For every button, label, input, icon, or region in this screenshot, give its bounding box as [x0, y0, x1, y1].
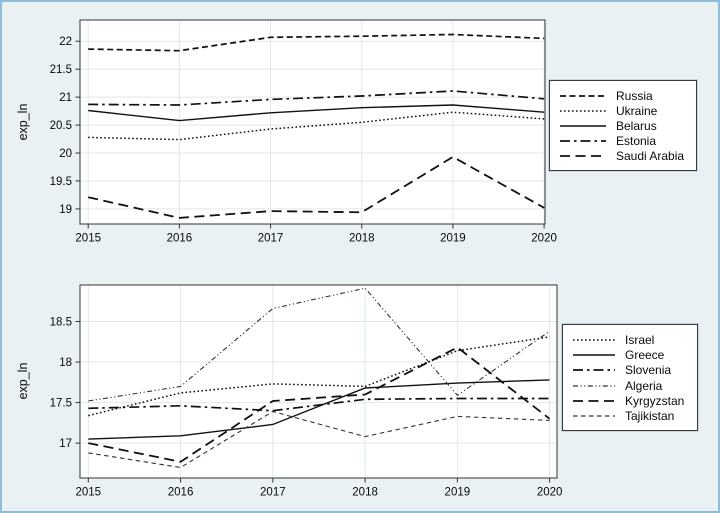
- legend-line-sample: [573, 369, 615, 372]
- x-tick-label: 2015: [75, 233, 101, 245]
- legend-line-sample: [560, 110, 606, 112]
- y-tick-label: 22: [59, 36, 72, 48]
- series-line-tajikistan: [88, 410, 550, 469]
- y-tick-label: 19.5: [50, 176, 72, 188]
- x-tick-label: 2019: [440, 233, 466, 245]
- legend-line-sample: [560, 155, 606, 158]
- y-tick-label: 20.5: [50, 120, 72, 132]
- legend-label: Algeria: [625, 378, 663, 393]
- legend-item-kyrgyzstan: Kyrgyzstan: [572, 393, 688, 408]
- y-tick-label: 17: [59, 438, 72, 450]
- legend-line-sample: [573, 415, 615, 417]
- x-tick-label: 2018: [349, 233, 375, 245]
- series-line-saudi-arabia: [88, 155, 545, 219]
- x-tick-label: 2017: [260, 487, 286, 499]
- legend-bottom: Israel Greece Slovenia Algeria Kyrgyzstan Taj…: [562, 324, 698, 431]
- series-line-belarus: [88, 104, 545, 122]
- legend-item-slovenia: Slovenia: [572, 363, 688, 378]
- x-tick-label: 2016: [167, 233, 193, 245]
- y-tick-label: 19: [59, 204, 72, 216]
- legend-label: Estonia: [616, 134, 657, 149]
- legend-label: Kyrgyzstan: [625, 393, 685, 408]
- legend-item-estonia: Estonia: [559, 134, 687, 149]
- legend-label: Greece: [625, 347, 665, 362]
- legend-label: Russia: [616, 88, 653, 103]
- y-tick-label: 21: [59, 92, 72, 104]
- legend-line-sample: [560, 140, 606, 143]
- axis-ticks: [75, 320, 551, 483]
- bottom-chart: 17 17.5 18 18.5 2015 2016 2017 2018 2019 2020: [50, 284, 563, 499]
- legend-label: Tajikistan: [625, 409, 675, 424]
- x-tick-label: 2016: [168, 487, 194, 499]
- series-line-kyrgyzstan: [88, 346, 551, 463]
- y-tick-label: 18.5: [50, 316, 72, 328]
- tick-labels: 17 17.5 18 18.5 2015 2016 2017 2018 2019 2020: [50, 316, 563, 498]
- y-tick-label: 21.5: [50, 64, 72, 76]
- x-tick-label: 2018: [352, 487, 378, 499]
- legend-label: Ukraine: [616, 103, 658, 118]
- series-lines: [88, 287, 551, 469]
- legend-label: Israel: [625, 332, 655, 347]
- legend-label: Slovenia: [625, 363, 672, 378]
- top-chart: 19 19.5 20 20.5 21 21.5 22 2015 2016 2017 2018 2019…: [50, 19, 557, 245]
- legend-item-israel: Israel: [572, 332, 688, 347]
- legend-line-sample: [573, 354, 615, 356]
- plot-border: [79, 284, 558, 479]
- legend-line-sample: [573, 400, 615, 402]
- y-tick-label: 20: [59, 148, 72, 160]
- legend-item-belarus: Belarus: [559, 118, 687, 133]
- legend-top: Russia Ukraine Belarus Estonia Saudi Arabia: [549, 80, 697, 171]
- plot-area: [80, 20, 545, 224]
- legend-line-sample: [560, 94, 606, 97]
- y-axis-label-bottom: exp_ln: [16, 363, 30, 400]
- series-line-algeria: [88, 287, 550, 402]
- legend-item-greece: Greece: [572, 347, 688, 362]
- series-line-estonia: [88, 90, 545, 106]
- x-tick-label: 2020: [537, 487, 563, 499]
- x-tick-label: 2020: [531, 233, 557, 245]
- tick-labels: 19 19.5 20 20.5 21 21.5 22 2015 2016 2017 2018 2019…: [50, 36, 557, 244]
- legend-label: Belarus: [616, 119, 657, 133]
- legend-item-saudi-arabia: Saudi Arabia: [559, 149, 687, 164]
- y-tick-label: 17.5: [50, 398, 72, 410]
- y-tick-label: 18: [59, 357, 72, 369]
- series-line-ukraine: [88, 111, 545, 141]
- series-line-slovenia: [88, 397, 550, 412]
- series-lines: [88, 33, 545, 219]
- x-tick-label: 2015: [76, 487, 102, 499]
- x-tick-label: 2017: [258, 233, 284, 245]
- legend-item-tajikistan: Tajikistan: [572, 409, 688, 424]
- x-tick-label: 2019: [445, 487, 471, 499]
- legend-line-sample: [573, 384, 615, 387]
- axis-ticks: [75, 40, 545, 229]
- series-line-russia: [88, 33, 545, 52]
- legend-item-russia: Russia: [559, 88, 687, 103]
- y-axis-label-top: exp_ln: [16, 104, 30, 141]
- gridlines: [80, 20, 545, 224]
- legend-line-sample: [573, 338, 615, 341]
- legend-item-ukraine: Ukraine: [559, 103, 687, 118]
- legend-line-sample: [560, 125, 606, 127]
- legend-item-algeria: Algeria: [572, 378, 688, 393]
- legend-label: Saudi Arabia: [616, 149, 685, 164]
- plot-border: [79, 19, 546, 225]
- plot-area: [80, 285, 557, 478]
- series-line-greece: [88, 379, 550, 440]
